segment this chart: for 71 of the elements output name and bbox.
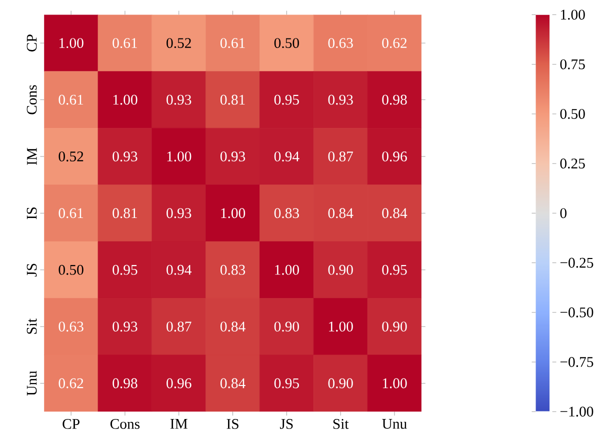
y-tick-label: IM <box>27 148 37 165</box>
data-label: 0.62 <box>58 378 84 388</box>
data-label: 0.95 <box>382 264 407 275</box>
data-label: 0.84 <box>328 208 354 218</box>
x-tick-label: IS <box>226 419 238 429</box>
data-label: 0.61 <box>58 94 84 105</box>
data-label: 1.00 <box>113 94 138 105</box>
data-label: 0.93 <box>112 322 138 332</box>
data-label: 0.63 <box>58 322 84 332</box>
data-label: 0.90 <box>274 322 299 332</box>
color-bar-label: −0.50 <box>560 307 594 318</box>
data-label: 0.52 <box>166 38 191 48</box>
data-label: 0.94 <box>166 264 192 275</box>
data-label: 1.00 <box>329 322 353 332</box>
data-label: 0.81 <box>112 208 137 218</box>
data-label: 0.94 <box>274 152 300 162</box>
data-label: 0.83 <box>274 208 299 218</box>
data-label: 0.93 <box>112 152 138 162</box>
data-label: 1.00 <box>167 152 192 162</box>
x-tick-label: Unu <box>382 419 407 429</box>
color-bar-label: −0.75 <box>560 357 594 368</box>
data-label: 0.90 <box>328 378 353 388</box>
data-label: 0.61 <box>58 208 84 218</box>
data-label: 0.61 <box>220 38 245 48</box>
y-tick-label: IS <box>26 208 37 220</box>
data-label: 0.61 <box>112 38 137 48</box>
data-label: 0.98 <box>112 378 138 388</box>
x-tick-label: Cons <box>110 419 140 429</box>
data-label: 0.95 <box>274 94 299 105</box>
data-label: 1.00 <box>221 208 246 218</box>
data-label: 0.52 <box>58 152 84 162</box>
data-label: 0.93 <box>328 94 353 105</box>
data-label: 0.87 <box>328 152 354 162</box>
data-label: 0.96 <box>382 152 407 162</box>
data-label: 0.63 <box>328 38 353 48</box>
data-label: 0.90 <box>382 322 407 332</box>
color-bar-label: 1.00 <box>561 10 585 20</box>
data-label: 0.84 <box>220 322 246 332</box>
data-label: 0.93 <box>220 152 246 162</box>
data-label: 0.98 <box>382 94 407 105</box>
data-label: 0.93 <box>166 208 192 218</box>
data-label: 0.93 <box>166 94 192 105</box>
data-label: 0.81 <box>220 94 245 105</box>
data-label: 0.50 <box>58 264 84 275</box>
data-label: 1.00 <box>59 38 84 48</box>
data-label: 0.83 <box>220 264 246 275</box>
x-tick-label: CP <box>62 419 80 429</box>
data-label: 0.84 <box>220 378 246 388</box>
y-tick-label: Sit <box>26 318 37 334</box>
data-label: 0.50 <box>274 38 299 48</box>
data-label: 0.95 <box>112 264 138 275</box>
x-tick-label: Sit <box>333 419 349 429</box>
data-label: 1.00 <box>382 378 407 388</box>
color-bar-label: −0.25 <box>560 258 594 268</box>
color-bar-label: 0 <box>560 208 567 218</box>
data-label: 0.96 <box>166 378 192 388</box>
x-tick-label: JS <box>280 419 293 429</box>
y-tick-label: JS <box>26 264 37 277</box>
x-tick-label: IM <box>170 419 188 429</box>
data-label: 0.87 <box>166 322 192 332</box>
color-bar-label: 0.75 <box>560 59 585 70</box>
color-bar-label: 0.25 <box>560 158 585 169</box>
y-tick-label: Cons <box>26 85 37 114</box>
data-label: 0.62 <box>382 38 407 48</box>
data-label: 1.00 <box>275 264 299 275</box>
data-label: 0.90 <box>328 264 353 275</box>
y-tick-label: CP <box>26 34 37 52</box>
data-label: 0.84 <box>382 208 408 218</box>
y-tick-label: Unu <box>26 370 37 396</box>
color-bar-label: −1.00 <box>560 406 594 417</box>
color-bar-label: 0.50 <box>560 108 585 119</box>
